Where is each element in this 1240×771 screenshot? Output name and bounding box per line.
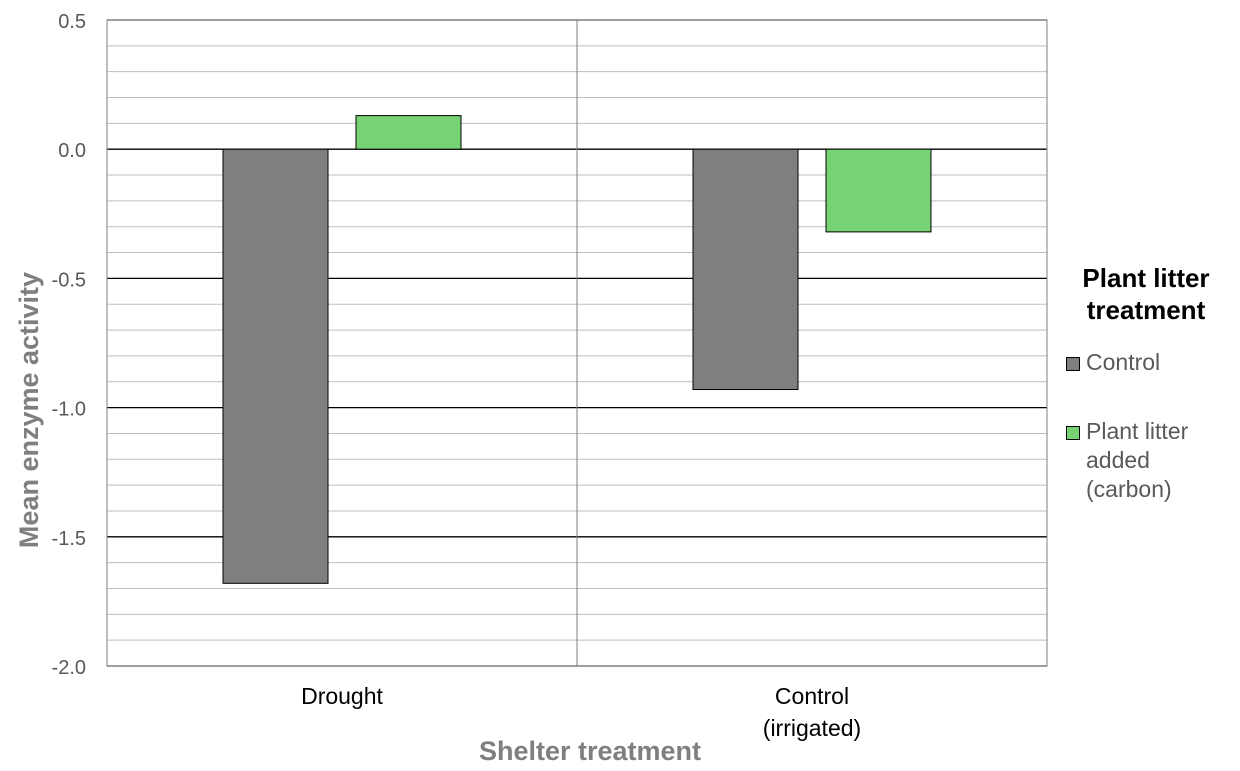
plot-border [106, 19, 1048, 667]
x-category-label: Control [775, 683, 849, 709]
x-axis-title: Shelter treatment [479, 736, 701, 766]
axes [106, 19, 1048, 667]
y-tick-label: -0.5 [52, 269, 86, 291]
y-tick-label: 0.0 [58, 140, 86, 162]
x-category-label: Drought [301, 683, 383, 709]
y-axis-title: Mean enzyme activity [14, 272, 44, 548]
y-tick-label: -2.0 [52, 657, 86, 679]
legend-item-plant-litter-added: Plant litter added (carbon) [1066, 417, 1236, 504]
bar-control-drought [222, 148, 329, 584]
bar-plant-litter-added-control-irrigated [825, 148, 932, 233]
legend-item-control: Control [1066, 348, 1236, 377]
y-tick-label: -1.5 [52, 528, 86, 550]
y-tick-label: -1.0 [52, 399, 86, 421]
y-tick-label: 0.5 [58, 11, 86, 33]
bars [222, 115, 932, 584]
legend-swatch-plant-litter-added [1066, 426, 1080, 440]
bar-control-control-irrigated [692, 148, 799, 391]
legend: Plant litter treatment Control Plant lit… [1066, 262, 1236, 504]
x-category-label: (irrigated) [763, 715, 861, 741]
legend-title: Plant litter treatment [1082, 263, 1210, 325]
legend-label-plant-litter-added: Plant litter added (carbon) [1086, 418, 1189, 502]
legend-label-control: Control [1086, 349, 1161, 375]
legend-swatch-control [1066, 357, 1080, 371]
labels: -2.0 -1.5 -1.0 -0.5 0.0 0.5 Drought Control (irr… [14, 11, 861, 766]
bar-plant-litter-added-drought [355, 115, 462, 150]
